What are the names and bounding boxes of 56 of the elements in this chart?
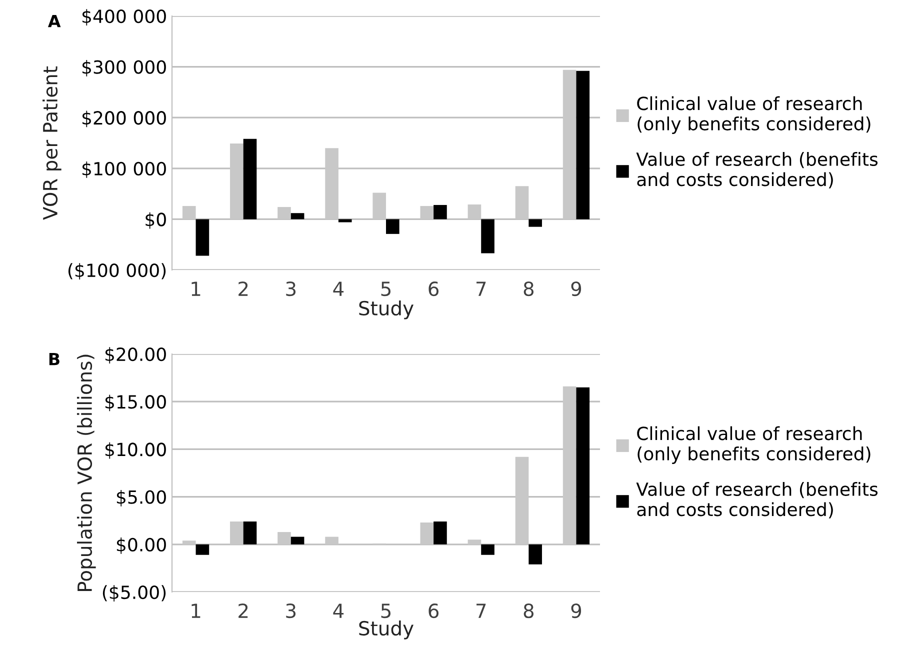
bar: [576, 70, 590, 220]
x-tick-label: 5: [381, 604, 390, 618]
x-tick-label: 2: [238, 281, 248, 296]
legend-label: Value of research (benefits and costs considered): [636, 482, 878, 518]
bar: [434, 204, 447, 220]
bar: [528, 544, 542, 564]
y-tick-label: ($100 000): [68, 263, 166, 280]
bar: [481, 544, 494, 555]
bar: [196, 544, 210, 555]
x-axis-title: Study: [359, 620, 414, 640]
x-tick-label: 7: [476, 604, 486, 618]
y-tick-label: $100 000: [82, 162, 166, 178]
x-tick-label: 4: [333, 604, 344, 618]
y-tick-label: $5.00: [116, 490, 166, 506]
bar: [338, 219, 352, 222]
y-tick-label: $300 000: [82, 60, 166, 76]
legend-label: Clinical value of research (only benefits considered): [637, 96, 870, 134]
y-tick-label: $20.00: [105, 347, 166, 364]
y-tick-label: $0: [146, 212, 166, 229]
x-tick-label: 3: [286, 281, 296, 296]
legend-label: Value of research (benefits and costs considered): [636, 152, 878, 188]
x-tick-label: 6: [428, 603, 439, 618]
y-tick-label: ($5.00): [102, 585, 166, 602]
x-tick-label: 3: [286, 603, 296, 618]
legend-label: Clinical value of research (only benefits considered): [637, 426, 870, 464]
bar: [290, 213, 304, 220]
bar: [196, 219, 210, 256]
bar: [290, 536, 304, 544]
x-tick-label: 6: [428, 281, 439, 296]
y-axis-title: Population VOR (billions): [76, 354, 96, 591]
x-tick-label: 4: [333, 282, 344, 296]
y-tick-label: $15.00: [105, 394, 166, 412]
x-tick-label: 1: [192, 282, 200, 296]
x-tick-label: 9: [571, 603, 582, 618]
y-tick-label: $200 000: [82, 110, 166, 128]
chart-title: B: [49, 352, 60, 366]
x-tick-label: 9: [571, 281, 582, 296]
bar: [528, 219, 542, 227]
x-axis-title: Study: [359, 300, 414, 320]
x-tick-label: 7: [476, 282, 486, 296]
bar: [576, 387, 590, 544]
x-tick-label: 1: [192, 604, 200, 618]
bar: [481, 219, 494, 254]
x-tick-label: 8: [524, 281, 534, 296]
x-tick-label: 2: [238, 603, 248, 618]
y-tick-label: $400 000: [82, 9, 166, 26]
chart-title: A: [48, 14, 61, 28]
y-axis-title: VOR per Patient: [42, 66, 62, 220]
y-tick-label: $0.00: [116, 538, 166, 554]
x-tick-label: 5: [381, 282, 390, 296]
bar: [434, 522, 447, 544]
bar: [243, 522, 257, 544]
bar: [243, 138, 257, 220]
y-tick-label: $10.00: [105, 442, 166, 459]
x-tick-label: 8: [524, 603, 534, 618]
bar: [386, 219, 400, 234]
